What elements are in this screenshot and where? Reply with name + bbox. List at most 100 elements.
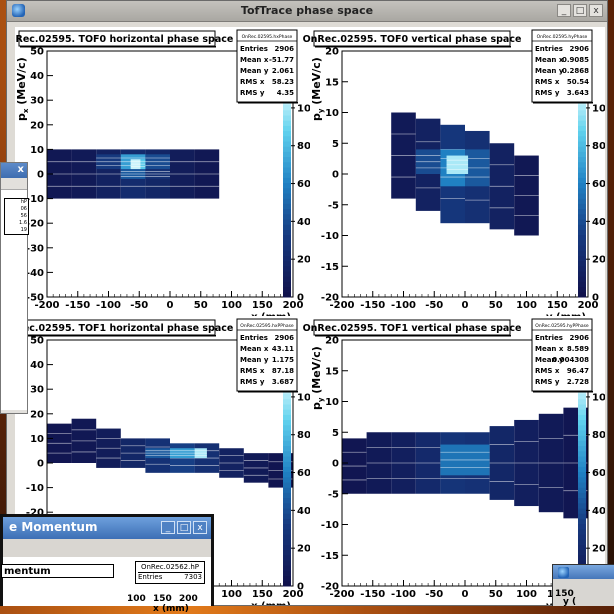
maximize-button[interactable]: □ xyxy=(573,4,587,17)
minimize-button[interactable]: _ xyxy=(161,521,175,534)
z-tick-label: 0 xyxy=(297,293,304,304)
y-tick-label: 15 xyxy=(325,77,339,88)
stats-label: RMS y xyxy=(535,89,560,97)
stats-shadow xyxy=(238,391,298,393)
palette-step xyxy=(578,435,586,441)
palette-step xyxy=(283,271,291,277)
y-tick-label: -5 xyxy=(328,489,339,500)
palette-step xyxy=(578,404,586,410)
close-button[interactable]: x xyxy=(589,4,603,17)
palette-step xyxy=(283,125,291,132)
z-tick-label: 0 xyxy=(592,293,599,304)
momentum-titlebar[interactable]: e Momentum _ □ x xyxy=(3,517,211,539)
y-tick-label: 0 xyxy=(332,459,339,470)
phase-space-panel: -200-150-100-50050100150200-20-15-10-505… xyxy=(303,316,613,612)
corner-window[interactable]: 150 y ( xyxy=(552,564,614,607)
z-tick-label: 80 xyxy=(297,430,311,441)
palette-step xyxy=(578,456,586,462)
palette-step xyxy=(578,440,586,447)
stats-entries-value: 7303 xyxy=(184,573,202,581)
palette-step xyxy=(578,544,586,551)
palette-step xyxy=(578,471,586,478)
y-tick-label: -40 xyxy=(26,268,44,279)
x-tick-label: 200 xyxy=(578,300,599,311)
palette-step xyxy=(283,570,291,577)
stats-value: 2906 xyxy=(570,45,590,53)
palette-step xyxy=(578,281,586,288)
palette-step xyxy=(578,528,586,535)
palette-step xyxy=(578,518,586,525)
y-tick-label: -10 xyxy=(26,483,44,494)
stats-value: 2906 xyxy=(275,45,295,53)
left-overlay-canvas: hP 06 56 1.6 19 xyxy=(1,189,29,410)
palette-step xyxy=(283,167,291,173)
stat-line: 06 xyxy=(20,206,27,212)
palette-step xyxy=(283,130,291,137)
x-tick-label: 150 xyxy=(252,300,273,311)
palette-step xyxy=(578,193,586,199)
palette-step xyxy=(578,445,586,452)
y-tick-label: -30 xyxy=(26,243,44,254)
x-tick-label: -50 xyxy=(130,300,148,311)
left-overlay-window[interactable]: x hP 06 56 1.6 19 xyxy=(0,162,29,414)
z-tick-label: 80 xyxy=(297,141,311,152)
palette-step xyxy=(578,177,586,184)
palette-step xyxy=(283,187,291,194)
palette-step xyxy=(283,109,291,116)
palette-step xyxy=(283,440,291,447)
corner-titlebar[interactable] xyxy=(553,565,614,579)
x-tick-label: -100 xyxy=(391,300,416,311)
root-canvas[interactable]: -200 -150 -100 -50 0 50 100 150 200 -50 -40 -30 -20-… xyxy=(1,27,613,612)
y-tick-label: 50 xyxy=(30,47,44,58)
title-shadow xyxy=(20,46,216,48)
palette-step xyxy=(283,482,291,488)
stats-value: 3.643 xyxy=(567,89,589,97)
minimize-button[interactable]: _ xyxy=(557,4,571,17)
palette-step xyxy=(578,497,586,504)
palette-step xyxy=(283,172,291,178)
momentum-x-tick-label: 200 xyxy=(179,594,198,604)
x-tick-label: 200 xyxy=(283,300,304,311)
stats-name: OnRec.02595.hxPPhase xyxy=(240,323,294,329)
y-tick-label: 10 xyxy=(325,397,339,408)
momentum-window[interactable]: e Momentum _ □ x mentum OnRec.02562.hP E… xyxy=(0,514,214,614)
x-tick-label: -200 xyxy=(329,589,354,600)
momentum-window-title: e Momentum xyxy=(9,520,98,534)
maximize-button[interactable]: □ xyxy=(177,521,191,534)
z-tick-label: 20 xyxy=(592,255,605,266)
close-button[interactable]: x xyxy=(193,521,207,534)
palette-step xyxy=(578,419,586,426)
z-tick-label: 20 xyxy=(592,544,605,555)
palette-step xyxy=(283,229,291,236)
stats-value: 43.11 xyxy=(272,345,294,353)
palette-step xyxy=(578,430,586,436)
stats-shadow xyxy=(533,391,593,393)
close-icon[interactable]: x xyxy=(17,164,24,175)
x-tick-label: -150 xyxy=(360,300,385,311)
stats-label: RMS x xyxy=(240,78,265,86)
palette-step xyxy=(578,213,586,220)
left-overlay-titlebar[interactable]: x xyxy=(1,163,27,178)
palette-step xyxy=(578,414,586,421)
palette-step xyxy=(578,539,586,545)
palette-step xyxy=(283,398,291,405)
palette-step xyxy=(578,466,586,473)
palette-step xyxy=(578,276,586,282)
palette-step xyxy=(283,466,291,473)
palette-step xyxy=(578,198,586,204)
x-tick-label: 150 xyxy=(252,589,273,600)
palette-step xyxy=(283,534,291,540)
palette-step xyxy=(578,130,586,137)
palette-step xyxy=(283,497,291,504)
palette-step xyxy=(283,528,291,535)
palette-step xyxy=(283,513,291,519)
palette-step xyxy=(578,424,586,431)
title-bar[interactable]: TofTrace phase space _ □ x xyxy=(7,1,607,22)
palette-step xyxy=(578,265,586,272)
y-tick-label: -15 xyxy=(321,262,339,273)
stats-box xyxy=(236,29,298,103)
stats-value: 4.35 xyxy=(277,89,294,97)
x-tick-label: 50 xyxy=(489,300,503,311)
palette-step xyxy=(283,161,291,168)
